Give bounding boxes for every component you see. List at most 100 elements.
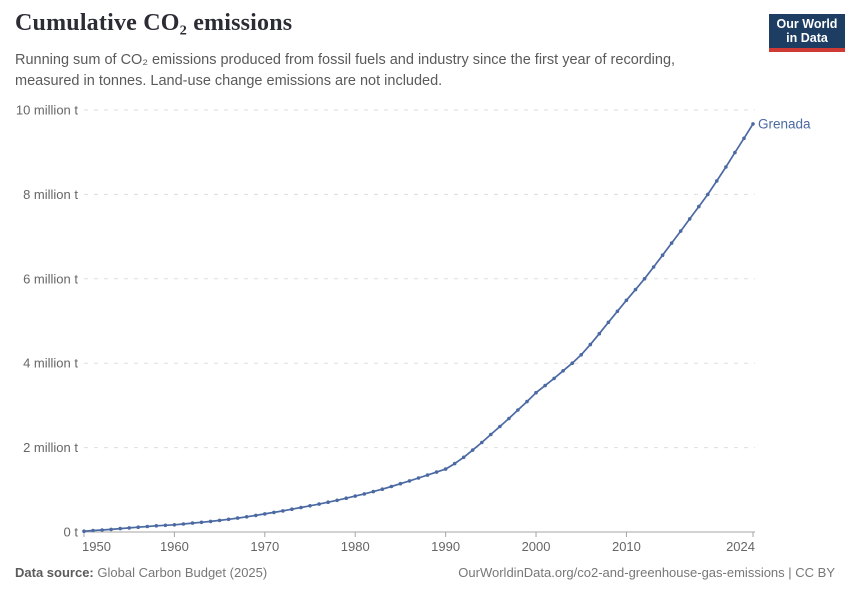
data-point[interactable] <box>416 476 421 480</box>
data-point[interactable] <box>199 520 204 525</box>
data-point[interactable] <box>642 277 647 281</box>
data-point[interactable] <box>543 383 547 388</box>
y-axis-tick-label: 2 million t <box>23 440 78 455</box>
data-point[interactable] <box>389 484 394 489</box>
data-point[interactable] <box>353 494 358 498</box>
data-point[interactable] <box>217 518 222 523</box>
data-point[interactable] <box>208 519 213 524</box>
data-point[interactable] <box>172 523 177 527</box>
data-point[interactable] <box>290 507 294 512</box>
data-point[interactable] <box>127 526 131 530</box>
data-point[interactable] <box>434 470 439 474</box>
data-source-label: Data source: <box>15 565 94 580</box>
data-point[interactable] <box>136 525 140 529</box>
data-point[interactable] <box>263 512 267 516</box>
chart-subtitle: Running sum of CO₂ emissions produced fr… <box>15 50 675 92</box>
data-point[interactable] <box>507 416 511 421</box>
entity-label[interactable]: Grenada <box>758 116 811 131</box>
data-point[interactable] <box>452 461 457 466</box>
data-point[interactable] <box>687 217 692 221</box>
footer-link[interactable]: OurWorldinData.org/co2-and-greenhouse-ga… <box>458 565 835 580</box>
data-point[interactable] <box>299 505 303 510</box>
data-point[interactable] <box>461 455 466 460</box>
data-point[interactable] <box>226 517 231 522</box>
data-point[interactable] <box>281 509 285 513</box>
data-point[interactable] <box>742 136 746 141</box>
data-point[interactable] <box>660 253 665 257</box>
data-source-value: Global Carbon Budget (2025) <box>97 565 268 580</box>
data-point[interactable] <box>335 498 339 503</box>
data-point[interactable] <box>244 515 249 519</box>
data-point[interactable] <box>633 287 638 292</box>
y-axis-tick-label: 4 million t <box>23 356 78 371</box>
data-point[interactable] <box>525 399 529 404</box>
data-point[interactable] <box>190 521 195 525</box>
chart-footer: Data source: Global Carbon Budget (2025)… <box>0 565 850 580</box>
data-point[interactable] <box>615 309 620 314</box>
data-point[interactable] <box>706 192 710 197</box>
data-point[interactable] <box>624 298 629 303</box>
data-point[interactable] <box>254 513 258 518</box>
data-point[interactable] <box>480 440 484 445</box>
y-axis-tick-label: 0 t <box>64 525 79 540</box>
data-point[interactable] <box>272 510 276 515</box>
data-point[interactable] <box>715 179 719 183</box>
subtitle-line-2: measured in tonnes. Land-use change emis… <box>15 73 443 89</box>
data-point[interactable] <box>407 479 412 483</box>
data-point[interactable] <box>697 204 701 209</box>
data-point[interactable] <box>163 523 168 528</box>
x-axis-tick-label: 2000 <box>522 539 551 554</box>
data-point[interactable] <box>91 528 95 533</box>
data-point[interactable] <box>561 369 565 373</box>
data-point[interactable] <box>326 500 330 505</box>
x-axis-tick-label: 1980 <box>341 539 370 554</box>
x-axis-tick-label: 2024 <box>726 539 755 554</box>
data-point[interactable] <box>751 122 755 126</box>
data-point[interactable] <box>588 342 593 347</box>
data-point[interactable] <box>109 527 113 532</box>
x-axis-tick-label: 1970 <box>250 539 279 554</box>
data-point[interactable] <box>425 473 430 477</box>
y-axis-tick-label: 8 million t <box>23 187 78 202</box>
data-point[interactable] <box>733 150 737 155</box>
data-point[interactable] <box>606 320 611 325</box>
data-point[interactable] <box>516 408 520 412</box>
data-point[interactable] <box>398 481 403 486</box>
page-title: Cumulative CO₂ emissions <box>15 10 293 36</box>
data-point[interactable] <box>651 265 656 269</box>
data-point[interactable] <box>235 516 240 520</box>
data-point[interactable] <box>443 467 448 471</box>
data-point[interactable] <box>154 524 159 528</box>
data-point[interactable] <box>82 529 86 533</box>
data-point[interactable] <box>597 331 602 336</box>
owid-logo-line-1: Our World <box>776 17 838 31</box>
data-point[interactable] <box>308 504 312 508</box>
data-source: Data source: Global Carbon Budget (2025) <box>15 565 267 580</box>
data-point[interactable] <box>678 229 683 233</box>
data-point[interactable] <box>317 502 321 506</box>
x-axis-tick-label: 1990 <box>431 539 460 554</box>
data-point[interactable] <box>579 353 583 357</box>
data-point[interactable] <box>489 432 493 437</box>
data-point[interactable] <box>380 487 385 492</box>
data-point[interactable] <box>534 390 538 395</box>
data-point[interactable] <box>344 496 349 501</box>
data-point[interactable] <box>570 361 574 366</box>
x-axis-tick-label: 1950 <box>82 539 111 554</box>
owid-logo[interactable]: Our World in Data <box>769 14 845 52</box>
data-point[interactable] <box>498 424 502 429</box>
data-point[interactable] <box>362 492 367 496</box>
data-point[interactable] <box>552 376 556 381</box>
subtitle-line-1: Running sum of CO₂ emissions produced fr… <box>15 52 676 68</box>
data-point[interactable] <box>145 524 150 529</box>
data-point[interactable] <box>669 241 674 245</box>
data-point[interactable] <box>100 528 104 532</box>
data-point[interactable] <box>181 522 186 526</box>
data-line[interactable] <box>83 123 754 533</box>
y-axis-tick-label: 10 million t <box>16 103 79 118</box>
data-point[interactable] <box>118 526 122 531</box>
data-point[interactable] <box>724 165 728 169</box>
data-point[interactable] <box>371 489 376 494</box>
data-point[interactable] <box>470 448 475 452</box>
